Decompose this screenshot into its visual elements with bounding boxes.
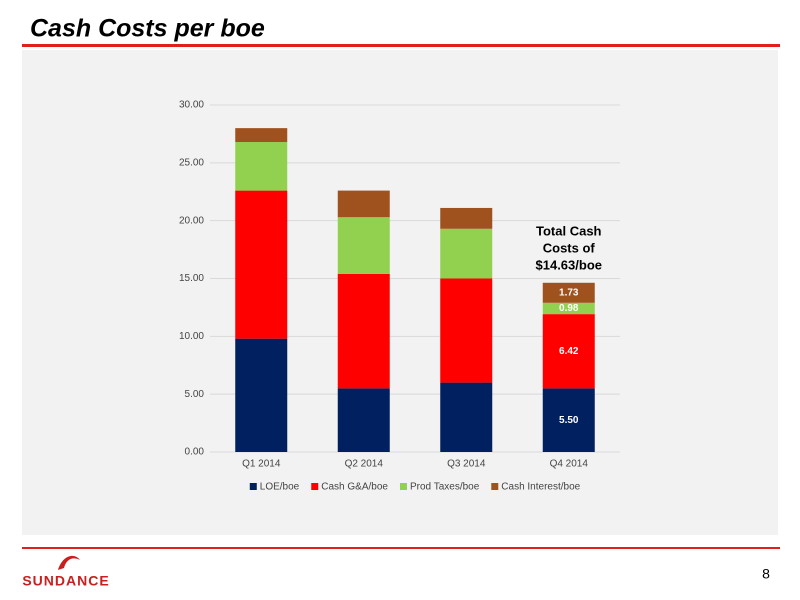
y-tick-label: 5.00 [185,389,205,400]
y-tick-label: 10.00 [179,331,204,342]
footer-rule [22,547,780,549]
data-label: 5.50 [559,415,579,426]
chart: 0.00 5.00 10.00 15.00 20.00 25.00 30.00 Q1 2014… [179,100,620,493]
data-label: 0.98 [559,303,579,314]
legend-swatch [491,483,499,490]
legend-label: Prod Taxes/boe [410,482,480,493]
y-tick-label: 25.00 [179,157,204,168]
bar-segment [440,278,493,383]
bar-segment [337,190,390,218]
y-tick-label: 20.00 [179,215,204,226]
annotation: Costs of [543,240,596,255]
x-tick-label: Q2 2014 [345,459,384,470]
bar-segment [235,142,288,191]
bar-segment [235,128,288,143]
y-tick-label: 30.00 [179,100,204,111]
y-tick-label: 15.00 [179,273,204,284]
y-tick-label: 0.00 [185,447,205,458]
logo-mark [58,555,80,570]
page-number: 8 [762,566,770,582]
legend-swatch [311,483,319,490]
bar-segment [235,338,288,452]
bar-segment [542,314,595,389]
slide-title: Cash Costs per boe [30,15,265,43]
legend-label: LOE/boe [260,482,300,493]
data-label: 1.73 [559,287,579,298]
bar-segment [542,302,595,315]
annotation: $14.63/boe [536,257,603,272]
bar-segment [337,273,390,389]
x-tick-label: Q3 2014 [447,459,486,470]
title-rule [22,44,780,47]
bar-segment [337,388,390,452]
bar-segment [440,207,493,229]
logo: SUNDANCE [22,555,109,589]
chart-panel [22,50,778,535]
x-tick-label: Q1 2014 [242,459,281,470]
legend-label: Cash Interest/boe [501,482,580,493]
x-tick-label: Q4 2014 [550,459,589,470]
legend-label: Cash G&A/boe [321,482,388,493]
bar-segment [440,228,493,279]
bar-segment [542,282,595,303]
data-label: 6.42 [559,346,579,357]
annotation: Total Cash [536,223,602,238]
legend-swatch [249,483,257,490]
legend-swatch [399,483,407,490]
bar-segment [440,382,493,452]
bar-segment [337,217,390,274]
bar-segment [542,388,595,452]
logo-text: SUNDANCE [22,573,109,589]
bar-segment [235,190,288,339]
